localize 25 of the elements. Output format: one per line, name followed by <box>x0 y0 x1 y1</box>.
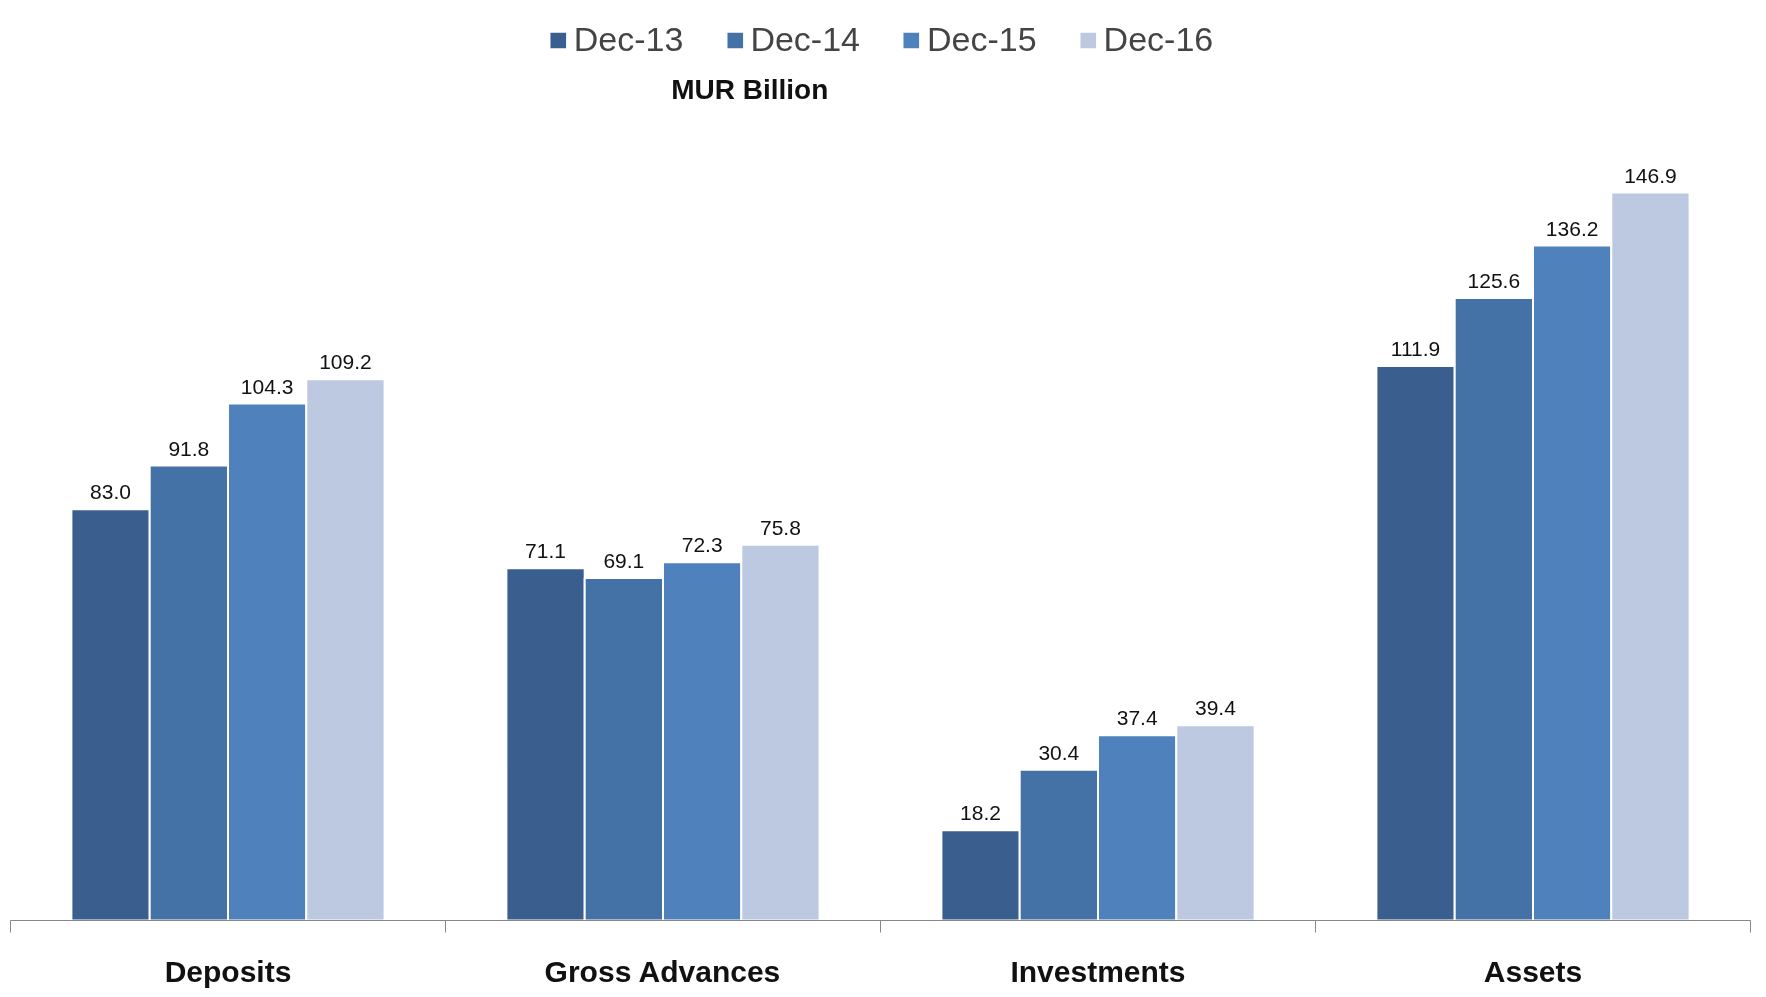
data-label: 83.0 <box>90 480 131 504</box>
x-tick-label: Assets <box>1483 954 1583 988</box>
data-label: 39.4 <box>1195 696 1237 720</box>
data-label: 18.2 <box>960 801 1001 825</box>
data-label: 69.1 <box>603 549 645 573</box>
data-label: 109.2 <box>319 350 372 374</box>
x-tick-label: Deposits <box>164 954 292 988</box>
data-label: 104.3 <box>240 374 294 398</box>
data-label: 125.6 <box>1467 269 1521 293</box>
chart-title: MUR Billion <box>671 74 829 106</box>
data-label: 37.4 <box>1116 706 1158 730</box>
data-label: 146.9 <box>1624 163 1677 187</box>
data-label: 91.8 <box>168 436 210 460</box>
legend-label: Dec-16 <box>1103 20 1214 59</box>
legend-label: Dec-13 <box>573 20 684 59</box>
data-label: 136.2 <box>1545 216 1599 240</box>
x-tick-label: Investments <box>1010 954 1186 988</box>
data-label: 75.8 <box>760 515 801 539</box>
data-label: 71.1 <box>525 539 566 563</box>
data-label: 30.4 <box>1038 740 1080 764</box>
data-label: 111.9 <box>1390 336 1441 360</box>
x-tick-label: Gross Advances <box>544 954 781 988</box>
legend-label: Dec-14 <box>750 20 860 59</box>
data-label: 72.3 <box>681 533 723 557</box>
legend-label: Dec-15 <box>927 20 1037 59</box>
